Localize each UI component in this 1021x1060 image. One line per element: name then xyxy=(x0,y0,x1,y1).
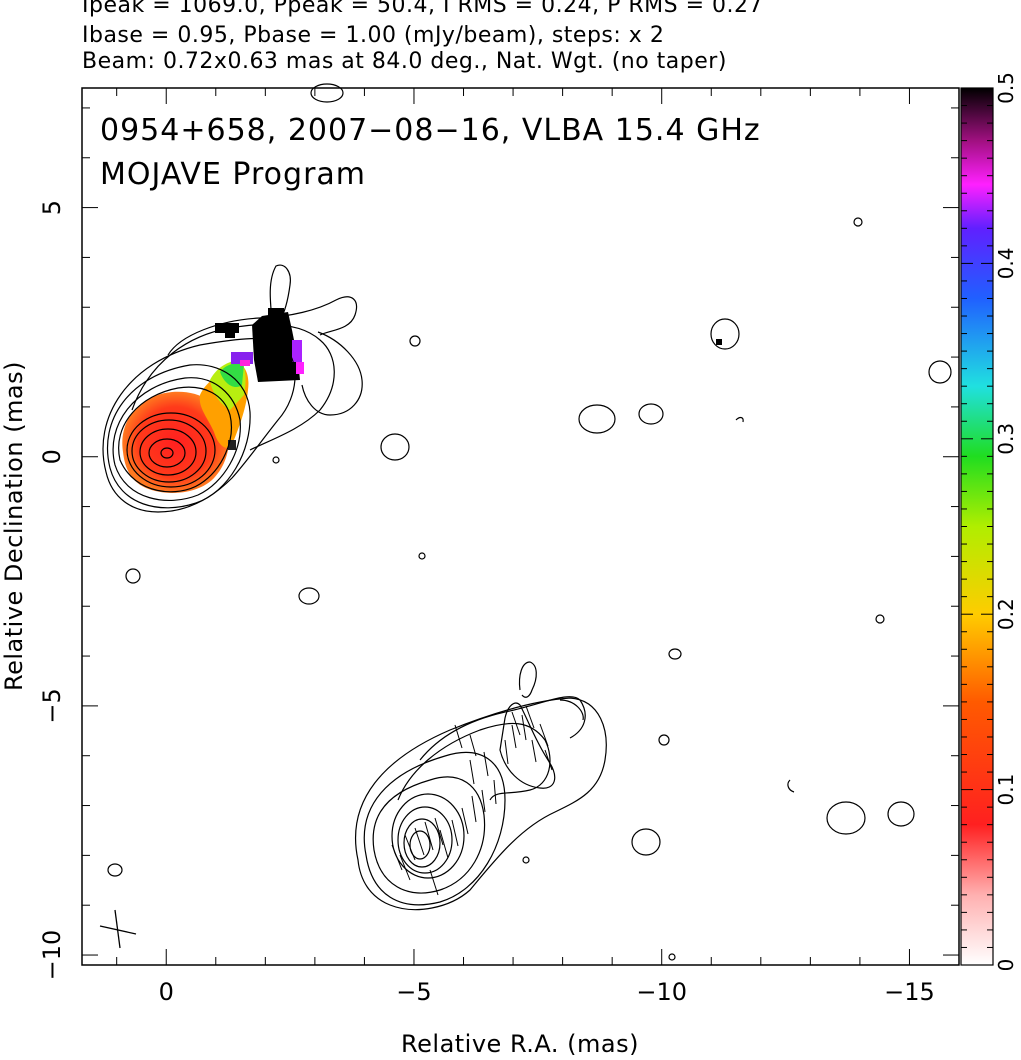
header-line-1: Ipeak = 1069.0, Ppeak = 50.4, I RMS = 0.… xyxy=(82,0,763,18)
pol-vector xyxy=(454,724,463,749)
y-tick-label: −10 xyxy=(38,930,66,981)
x-tick-label: 0 xyxy=(159,978,174,1006)
pol-vector xyxy=(504,739,509,765)
chart-subtitle: MOJAVE Program xyxy=(100,157,366,192)
pol-vector xyxy=(391,844,403,871)
header-line-3: Beam: 0.72x0.63 mas at 84.0 deg., Nat. W… xyxy=(82,49,727,74)
y-tick-label: 0 xyxy=(38,449,66,464)
core-contours xyxy=(102,83,952,961)
polarization-colormap xyxy=(122,308,722,493)
y-tick-label: −5 xyxy=(38,688,66,723)
pol-vector xyxy=(429,869,439,896)
y-axis-label: Relative Declination (mas) xyxy=(0,361,28,691)
x-axis-label: Relative R.A. (mas) xyxy=(401,1030,639,1058)
beam-marker xyxy=(99,909,137,949)
lower-component-contours xyxy=(354,661,607,911)
y-tick-labels: 5 0 −5 −10 xyxy=(38,200,66,980)
pol-vector xyxy=(539,723,549,747)
pol-vector xyxy=(483,751,489,777)
pol-vector xyxy=(424,821,434,851)
pol-vector xyxy=(471,795,477,823)
header-line-2: Ibase = 0.95, Pbase = 1.00 (mJy/beam), s… xyxy=(82,23,665,48)
colorbar-tick-label: 0.1 xyxy=(994,774,1018,806)
pol-vector xyxy=(511,724,517,749)
pol-vector xyxy=(481,789,486,813)
pol-vector xyxy=(521,714,527,741)
x-tick-labels: 0 −5 −10 −15 xyxy=(159,978,935,1006)
pol-vector xyxy=(451,819,459,847)
pol-vector xyxy=(511,711,521,736)
x-tick-label: −5 xyxy=(396,978,431,1006)
pol-vector xyxy=(469,759,475,785)
chart-title: 0954+658, 2007−08−16, VLBA 15.4 GHz xyxy=(100,113,761,148)
y-tick-label: 5 xyxy=(38,200,66,215)
pol-vector xyxy=(434,817,444,846)
pol-vector xyxy=(399,854,411,881)
pol-vector xyxy=(461,807,469,835)
axis-ticks xyxy=(82,88,960,965)
polarization-vectors xyxy=(391,705,553,896)
colorbar-tick-label: 0.4 xyxy=(994,247,1018,279)
colorbar-tick-label: 0 xyxy=(994,959,1018,972)
pol-vector xyxy=(404,834,416,861)
colorbar-ticks xyxy=(961,87,993,966)
pol-vector xyxy=(439,829,449,859)
pol-vector xyxy=(544,749,553,771)
pol-vector xyxy=(414,827,425,856)
colorbar-tick-label: 0.2 xyxy=(994,598,1018,630)
pol-vector xyxy=(469,734,477,757)
x-tick-label: −10 xyxy=(636,978,687,1006)
x-tick-label: −15 xyxy=(884,978,935,1006)
pol-vector xyxy=(525,705,535,729)
colorbar-tick-labels: 0 0.1 0.2 0.3 0.4 0.5 xyxy=(994,72,1018,971)
colorbar-tick-label: 0.3 xyxy=(994,423,1018,455)
plot-frame xyxy=(81,87,960,966)
colorbar-tick-label: 0.5 xyxy=(994,72,1018,104)
pol-vector xyxy=(531,739,537,763)
pol-vector xyxy=(493,779,497,805)
